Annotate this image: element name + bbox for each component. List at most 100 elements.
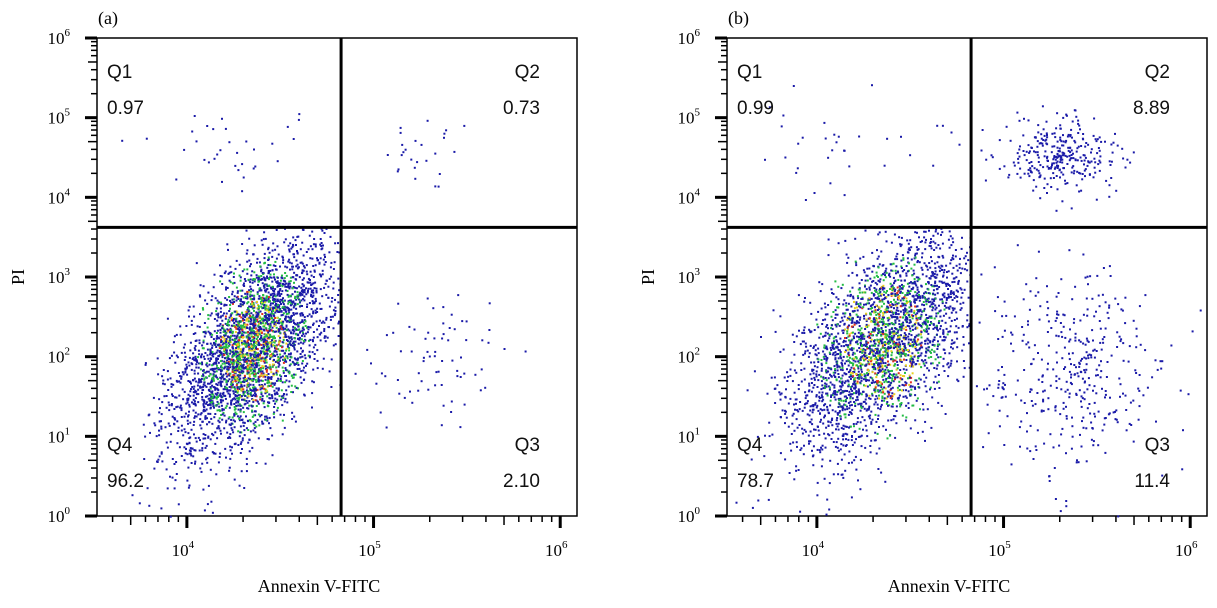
event-dot	[275, 344, 278, 347]
event-dot	[1031, 165, 1034, 168]
event-dot	[220, 365, 222, 368]
event-dot	[1093, 157, 1096, 160]
event-dot	[208, 363, 211, 366]
event-dot	[231, 429, 234, 431]
event-dot	[887, 319, 890, 322]
event-dot	[233, 478, 236, 481]
event-dot	[259, 368, 262, 371]
event-dot	[327, 285, 330, 288]
event-dot	[1070, 154, 1073, 156]
event-dot	[872, 330, 875, 333]
event-dot	[840, 361, 843, 364]
event-dot	[311, 339, 314, 341]
event-dot	[786, 380, 789, 382]
event-dot	[303, 266, 306, 269]
event-dot	[238, 263, 241, 266]
event-dot	[210, 312, 213, 315]
event-dot	[194, 415, 196, 418]
event-dot	[301, 319, 304, 322]
event-dot	[1040, 358, 1043, 361]
event-dot	[271, 296, 274, 299]
event-dot	[264, 316, 267, 319]
event-dot	[196, 361, 199, 364]
event-dot	[998, 167, 1001, 170]
event-dot	[453, 150, 456, 153]
event-dot	[1049, 167, 1052, 170]
event-dot	[256, 300, 258, 303]
event-dot	[231, 301, 234, 304]
event-dot	[1025, 150, 1028, 153]
event-dot	[320, 307, 323, 310]
tick-exponent: 5	[65, 107, 71, 119]
event-dot	[228, 271, 231, 274]
event-dot	[251, 302, 254, 305]
event-dot	[892, 342, 895, 345]
event-dot	[237, 323, 240, 326]
tick-exponent: 5	[375, 539, 381, 551]
event-dot	[262, 285, 265, 287]
event-dot	[324, 335, 327, 338]
event-dot	[1097, 410, 1100, 413]
event-dot	[292, 313, 295, 316]
event-dot	[281, 301, 284, 304]
event-dot	[1064, 154, 1067, 157]
event-dot	[858, 291, 861, 294]
event-dot	[297, 323, 300, 326]
event-dot	[840, 458, 843, 461]
event-dot	[238, 355, 241, 357]
event-dot	[265, 369, 268, 371]
event-dot	[949, 325, 952, 328]
event-dot	[202, 437, 205, 440]
event-dot	[254, 352, 257, 355]
event-dot	[251, 389, 253, 392]
event-dot	[1063, 368, 1065, 370]
event-dot	[225, 375, 228, 378]
event-dot	[218, 456, 221, 458]
event-dot	[277, 343, 280, 346]
event-dot	[963, 288, 966, 291]
event-dot	[246, 372, 249, 375]
event-dot	[231, 452, 233, 455]
event-dot	[202, 374, 205, 377]
quadrant-percent: 2.10	[503, 471, 540, 492]
event-dot	[262, 307, 265, 309]
event-dot	[253, 244, 256, 247]
event-dot	[914, 387, 917, 390]
event-dot	[837, 376, 840, 379]
event-dot	[862, 357, 865, 360]
event-dot	[1065, 139, 1068, 142]
event-dot	[937, 374, 940, 376]
event-dot	[288, 319, 291, 322]
event-dot	[874, 297, 877, 300]
event-dot	[1138, 374, 1141, 376]
event-dot	[273, 299, 276, 302]
event-dot	[228, 316, 231, 319]
event-dot	[1112, 411, 1115, 414]
event-dot	[325, 293, 328, 296]
event-dot	[1084, 175, 1086, 178]
event-dot	[966, 280, 969, 283]
event-dot	[188, 484, 191, 487]
event-dot	[1093, 356, 1096, 359]
event-dot	[235, 313, 238, 316]
event-dot	[1124, 296, 1127, 299]
event-dot	[288, 280, 291, 283]
event-dot	[165, 406, 168, 409]
event-dot	[842, 355, 845, 358]
event-dot	[1122, 392, 1124, 395]
event-dot	[257, 361, 260, 364]
event-dot	[795, 335, 798, 338]
event-dot	[275, 280, 278, 283]
event-dot	[276, 409, 279, 412]
event-dot	[949, 330, 951, 333]
event-dot	[226, 328, 229, 331]
event-dot	[316, 257, 318, 260]
event-dot	[1088, 353, 1091, 356]
event-dot	[215, 370, 218, 373]
event-dot	[244, 342, 247, 345]
event-dot	[296, 263, 299, 266]
event-dot	[218, 427, 221, 430]
event-dot	[259, 317, 262, 320]
event-dot	[251, 316, 253, 319]
event-dot	[291, 374, 294, 377]
